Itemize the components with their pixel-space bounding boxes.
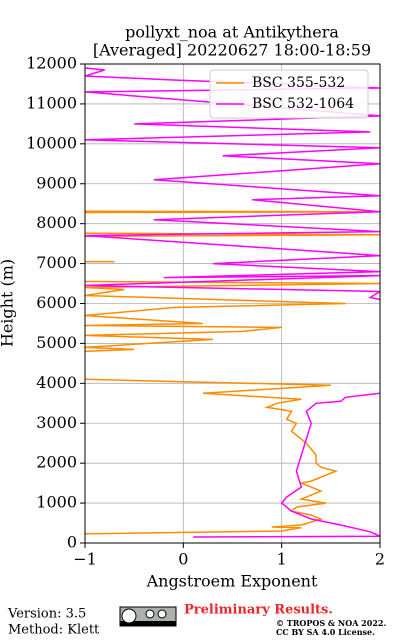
chart-title: pollyxt_noa at Antikythera xyxy=(125,23,339,42)
data-line xyxy=(85,210,380,535)
data-line xyxy=(85,67,380,538)
x-tick-label: 0 xyxy=(178,550,188,569)
y-tick-label: 0 xyxy=(67,533,77,552)
y-tick-label: 12000 xyxy=(26,54,77,73)
y-tick-label: 6000 xyxy=(36,293,77,312)
cc-logo xyxy=(119,606,177,627)
license: CC BY SA 4.0 License. xyxy=(276,627,375,637)
y-tick-label: 10000 xyxy=(26,133,77,152)
legend-box xyxy=(209,69,369,119)
y-tick-label: 4000 xyxy=(36,373,77,392)
method: Method: Klett xyxy=(8,623,100,638)
x-tick-label: 1 xyxy=(277,550,287,569)
y-axis-label: Height (m) xyxy=(0,259,17,347)
x-tick-label: 2 xyxy=(375,550,385,569)
x-tick-label: −1 xyxy=(73,550,97,569)
y-tick-label: 3000 xyxy=(36,413,77,432)
notice: Preliminary Results. xyxy=(184,603,333,618)
chart-subtitle: [Averaged] 20220627 18:00-18:59 xyxy=(93,41,371,60)
y-tick-label: 2000 xyxy=(36,453,77,472)
x-axis-label: Angstroem Exponent xyxy=(146,572,318,591)
copyright: © TROPOS & NOA 2022. xyxy=(276,618,386,628)
y-tick-label: 7000 xyxy=(36,253,77,272)
y-tick-label: 9000 xyxy=(36,173,77,192)
y-tick-label: 8000 xyxy=(36,213,77,232)
version: Version: 3.5 xyxy=(7,607,86,622)
plot-frame xyxy=(84,63,381,544)
legend-label: BSC 355-532 xyxy=(252,75,345,91)
y-tick-label: 5000 xyxy=(36,333,77,352)
y-tick-label: 11000 xyxy=(26,93,77,112)
legend-label: BSC 532-1064 xyxy=(252,96,354,112)
y-tick-label: 1000 xyxy=(36,493,77,512)
